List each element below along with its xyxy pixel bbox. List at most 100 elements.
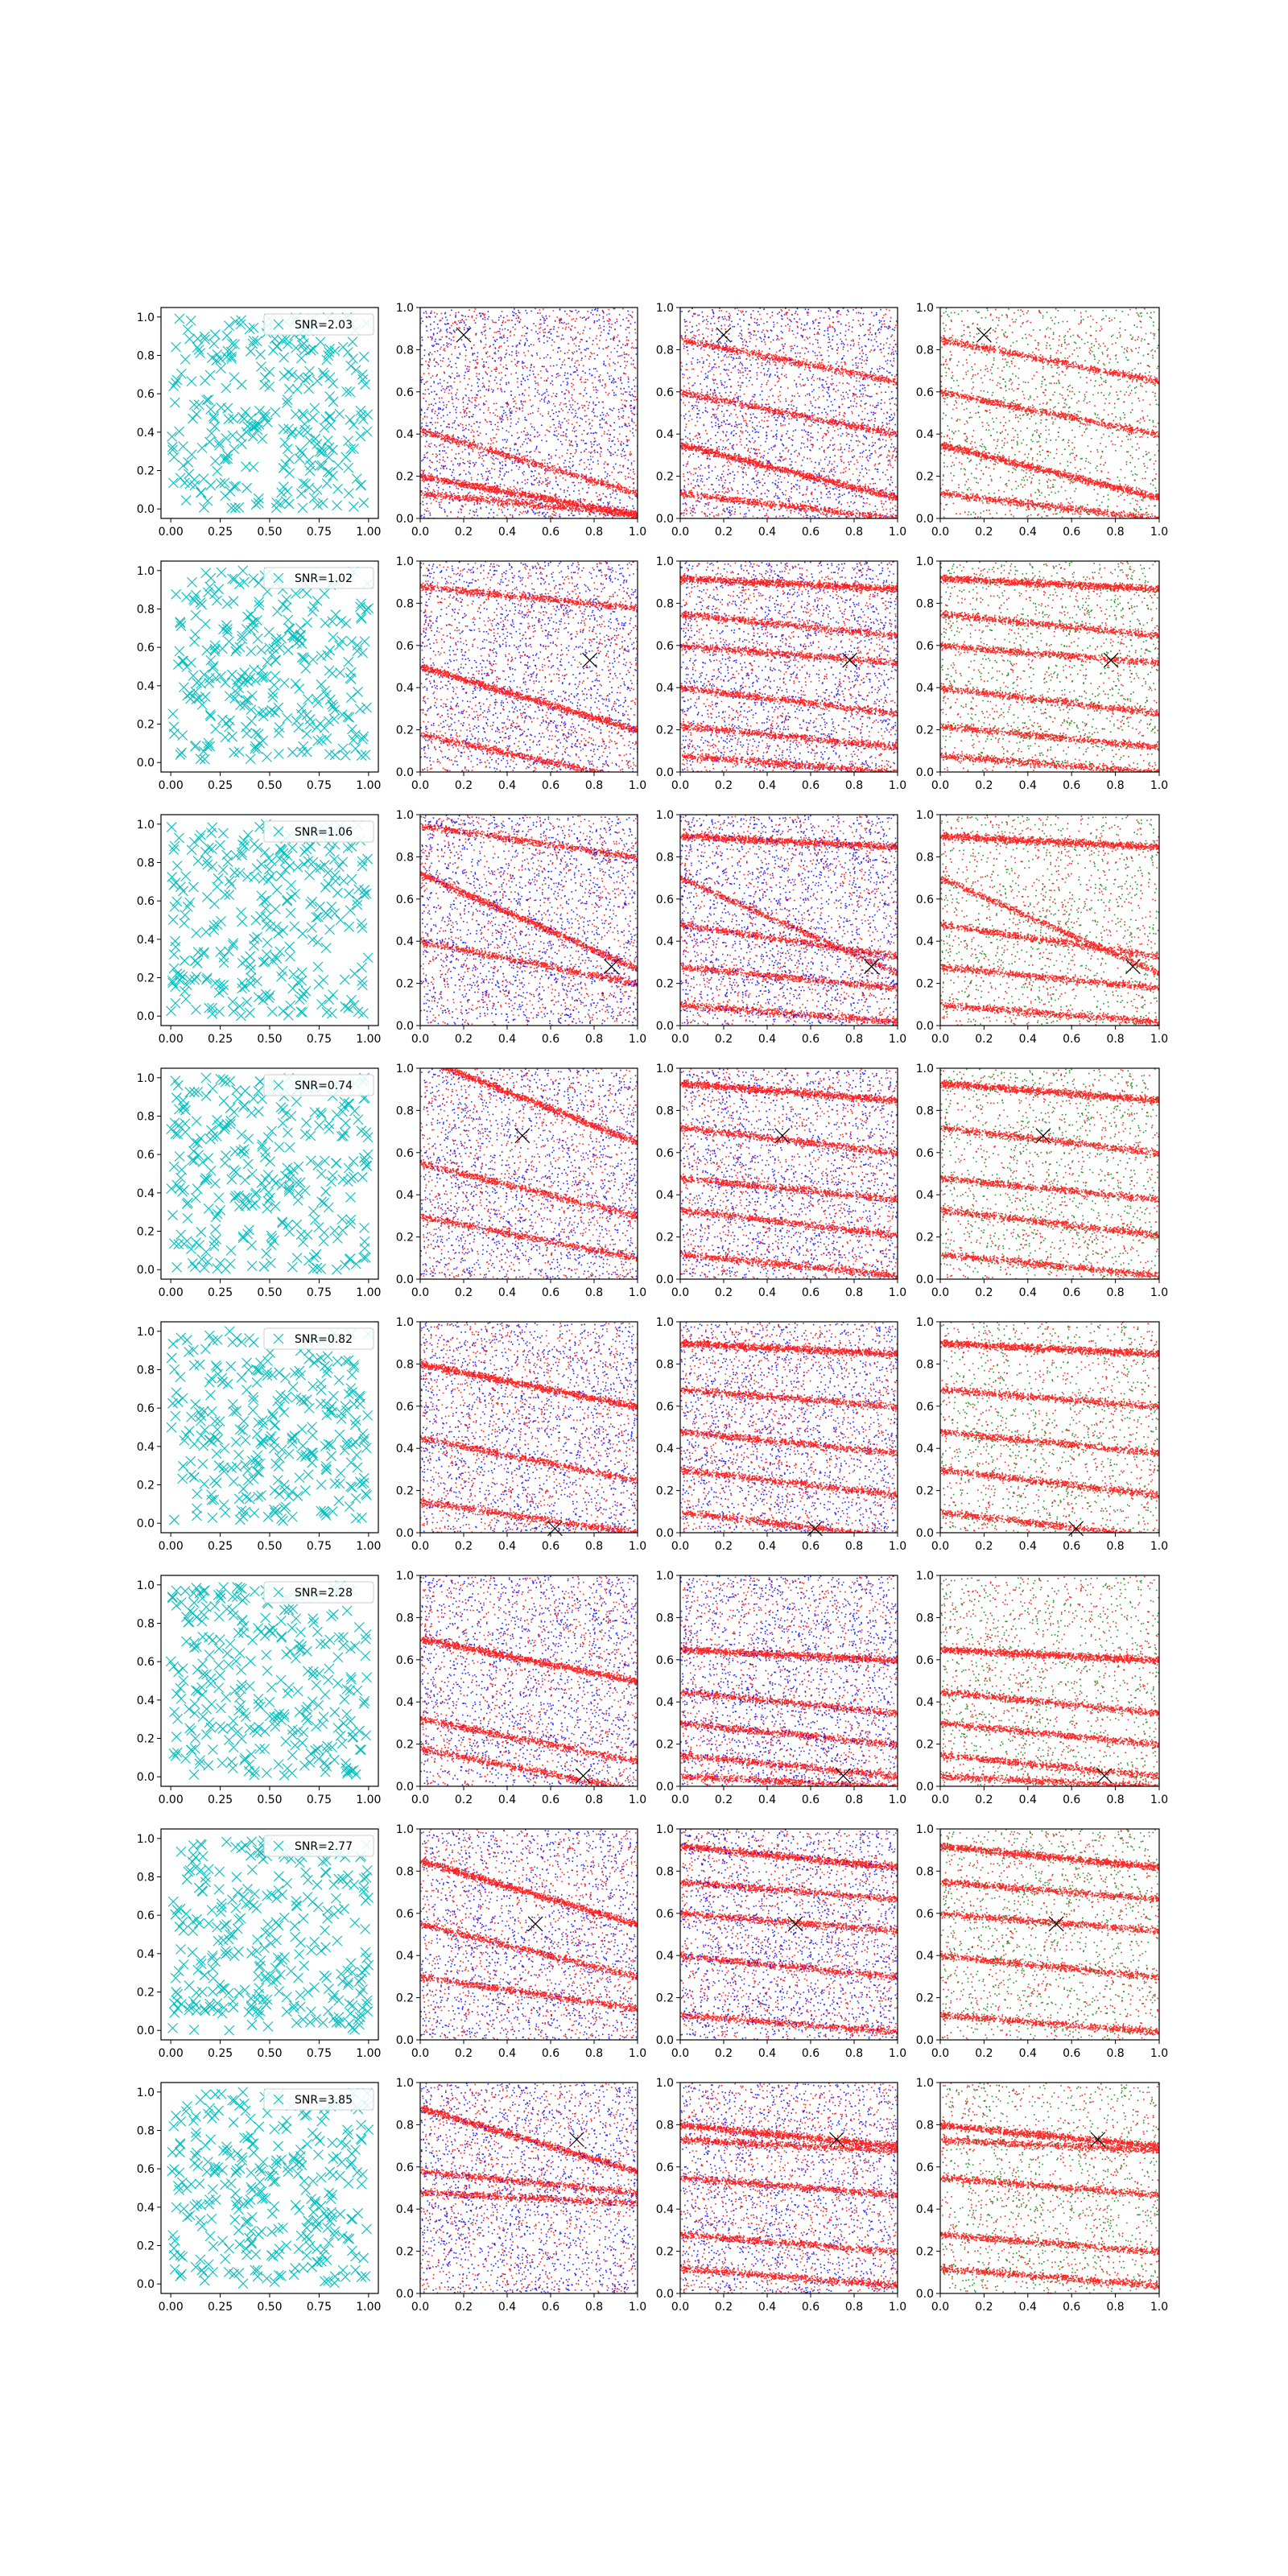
x-tick-label: 0.4: [498, 1540, 516, 1553]
y-tick-label: 0.8: [656, 851, 674, 864]
y-tick-label: 0.6: [916, 1908, 934, 1921]
x-tick-label: 0.2: [455, 2301, 473, 2314]
y-tick-label: 0.0: [396, 513, 414, 526]
x-tick-label: 0.6: [542, 1033, 559, 1046]
y-tick-label: 0.0: [137, 1517, 155, 1530]
y-tick-label: 0.4: [656, 428, 674, 441]
x-tick-label: 0.2: [975, 1794, 993, 1806]
x-tick-label: 0.25: [208, 1540, 233, 1553]
x-tick-label: 0.2: [975, 1286, 993, 1299]
y-tick-label: 0.2: [396, 724, 414, 737]
y-tick-label: 0.0: [916, 2288, 934, 2301]
legend-snr-label: SNR=2.03: [295, 319, 353, 332]
y-tick-label: 0.8: [396, 1865, 414, 1878]
x-tick-label: 0.8: [1106, 2301, 1124, 2314]
y-tick-label: 0.2: [656, 724, 674, 737]
x-tick-label: 0.8: [845, 779, 863, 792]
x-tick-label: 0.0: [931, 1286, 949, 1299]
x-tick-label: 0.0: [671, 1540, 689, 1553]
x-tick-label: 0.25: [208, 779, 233, 792]
x-tick-label: 0.6: [1063, 2047, 1080, 2060]
y-tick-label: 0.8: [396, 2119, 414, 2132]
y-tick-label: 1.0: [656, 1570, 674, 1583]
y-tick-label: 1.0: [396, 1316, 414, 1329]
y-tick-label: 0.6: [656, 386, 674, 399]
y-tick-label: 0.8: [396, 1358, 414, 1371]
x-tick-label: 0.00: [159, 526, 184, 539]
y-tick-label: 0.0: [656, 766, 674, 779]
y-tick-label: 0.2: [916, 978, 934, 991]
x-tick-label: 0.6: [542, 779, 559, 792]
x-tick-label: 0.6: [1063, 1033, 1080, 1046]
y-tick-label: 0.2: [137, 1226, 155, 1239]
x-tick-label: 0.8: [845, 1794, 863, 1806]
y-tick-label: 0.6: [396, 2161, 414, 2174]
x-tick-label: 0.4: [498, 2047, 516, 2060]
y-tick-label: 0.2: [396, 1739, 414, 1752]
x-tick-label: 0.0: [671, 2301, 689, 2314]
x-tick-label: 0.8: [585, 526, 603, 539]
y-tick-label: 0.6: [916, 386, 934, 399]
y-tick-label: 1.0: [137, 565, 155, 578]
x-tick-label: 0.00: [159, 779, 184, 792]
x-tick-label: 0.50: [257, 1033, 282, 1046]
x-tick-label: 0.8: [1106, 779, 1124, 792]
y-tick-label: 0.2: [916, 1739, 934, 1752]
y-tick-label: 0.4: [396, 428, 414, 441]
y-tick-label: 0.4: [396, 682, 414, 695]
x-tick-label: 0.50: [257, 1540, 282, 1553]
x-tick-label: 0.6: [802, 2047, 819, 2060]
x-tick-label: 0.0: [931, 526, 949, 539]
y-tick-label: 0.4: [656, 1950, 674, 1963]
y-tick-label: 0.0: [656, 1781, 674, 1794]
y-tick-label: 1.0: [137, 1833, 155, 1846]
x-tick-label: 1.0: [1150, 1033, 1168, 1046]
x-tick-label: 0.0: [411, 779, 429, 792]
y-tick-label: 1.0: [656, 1063, 674, 1075]
x-tick-label: 0.8: [845, 2047, 863, 2060]
y-tick-label: 0.0: [137, 757, 155, 770]
y-tick-label: 0.6: [396, 1401, 414, 1414]
y-tick-label: 0.0: [396, 1527, 414, 1540]
x-tick-label: 0.25: [208, 2047, 233, 2060]
x-tick-label: 1.00: [356, 2301, 381, 2314]
x-tick-label: 0.2: [715, 1540, 733, 1553]
x-tick-label: 1.0: [1150, 1286, 1168, 1299]
x-tick-label: 1.0: [629, 1286, 646, 1299]
x-tick-label: 0.0: [411, 1286, 429, 1299]
y-tick-label: 1.0: [656, 555, 674, 568]
y-tick-label: 0.4: [656, 682, 674, 695]
x-tick-label: 0.4: [1019, 1286, 1037, 1299]
y-tick-label: 0.8: [396, 344, 414, 357]
y-tick-label: 1.0: [396, 809, 414, 822]
y-tick-label: 0.2: [656, 1739, 674, 1752]
y-tick-label: 0.6: [396, 894, 414, 906]
x-tick-label: 0.4: [498, 1794, 516, 1806]
y-tick-label: 1.0: [916, 1316, 934, 1329]
x-tick-label: 0.2: [455, 1286, 473, 1299]
y-tick-label: 0.6: [137, 1909, 155, 1922]
y-tick-label: 1.0: [656, 302, 674, 315]
y-tick-label: 0.0: [137, 1010, 155, 1023]
x-tick-label: 0.25: [208, 1286, 233, 1299]
x-tick-label: 0.4: [1019, 779, 1037, 792]
y-tick-label: 0.0: [656, 2288, 674, 2301]
x-tick-label: 0.2: [455, 779, 473, 792]
y-tick-label: 0.0: [916, 2034, 934, 2047]
x-tick-label: 0.0: [671, 2047, 689, 2060]
y-tick-label: 0.4: [656, 935, 674, 948]
x-tick-label: 0.6: [1063, 779, 1080, 792]
x-tick-label: 0.0: [671, 1033, 689, 1046]
x-tick-label: 0.4: [498, 2301, 516, 2314]
y-tick-label: 0.2: [137, 972, 155, 985]
x-tick-label: 0.25: [208, 2301, 233, 2314]
y-tick-label: 0.8: [916, 851, 934, 864]
x-tick-label: 1.0: [889, 1033, 906, 1046]
x-tick-label: 0.8: [585, 779, 603, 792]
y-tick-label: 0.6: [656, 1654, 674, 1667]
y-tick-label: 0.2: [916, 1232, 934, 1245]
y-tick-label: 0.0: [916, 766, 934, 779]
x-tick-label: 0.6: [1063, 1540, 1080, 1553]
x-tick-label: 1.0: [1150, 1540, 1168, 1553]
